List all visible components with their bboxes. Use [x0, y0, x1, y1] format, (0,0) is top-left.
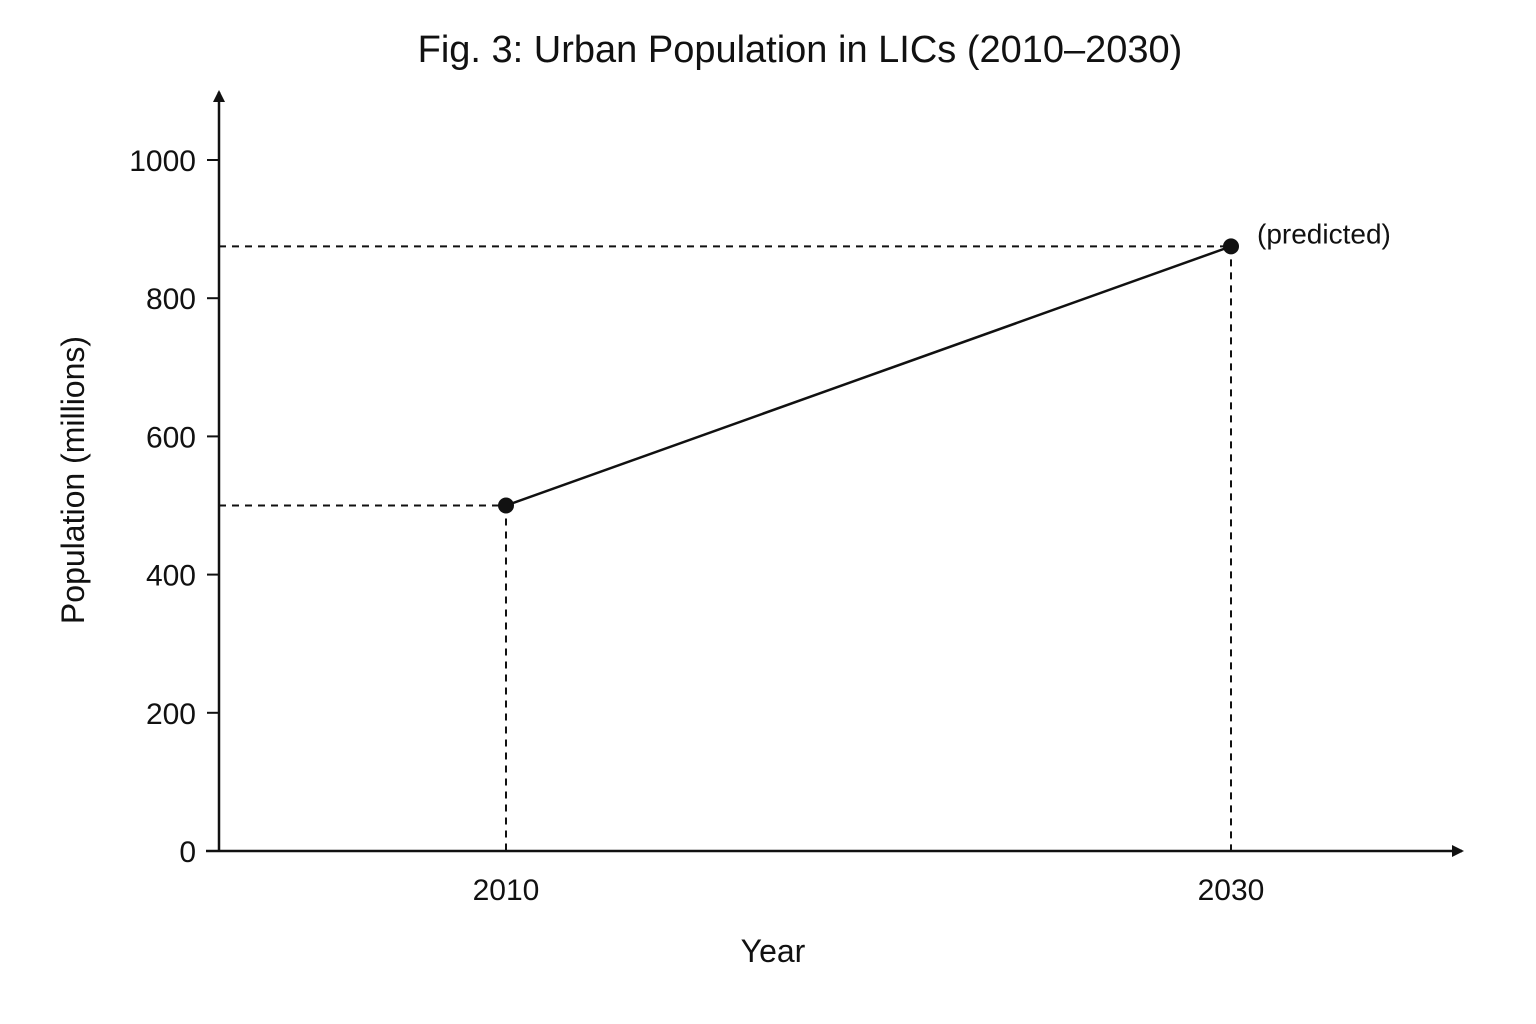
- data-point: [498, 497, 514, 514]
- y-tick-label: 800: [146, 283, 196, 316]
- y-tick-label: 200: [146, 698, 196, 731]
- y-axis-label: Population (millions): [55, 336, 91, 624]
- point-annotation: (predicted): [1257, 218, 1391, 249]
- point-annotations: (predicted): [1257, 218, 1391, 249]
- x-tick-label: 2010: [473, 874, 540, 907]
- y-axis-ticks: 0 200 400 600 800 1000: [129, 145, 219, 869]
- chart-title: Fig. 3: Urban Population in LICs (2010–2…: [418, 29, 1183, 71]
- x-axis-ticks: 2010 2030: [473, 874, 1265, 907]
- y-tick-label: 600: [146, 421, 196, 454]
- data-point: [1223, 238, 1239, 255]
- x-axis-label: Year: [741, 933, 806, 969]
- y-tick-label: 400: [146, 560, 196, 593]
- y-tick-label: 1000: [129, 145, 196, 178]
- data-series: [498, 238, 1239, 514]
- dashed-reference-lines: [219, 245, 1232, 851]
- y-tick-label: 0: [179, 836, 196, 869]
- x-tick-label: 2030: [1198, 874, 1265, 907]
- series-line: [505, 245, 1232, 507]
